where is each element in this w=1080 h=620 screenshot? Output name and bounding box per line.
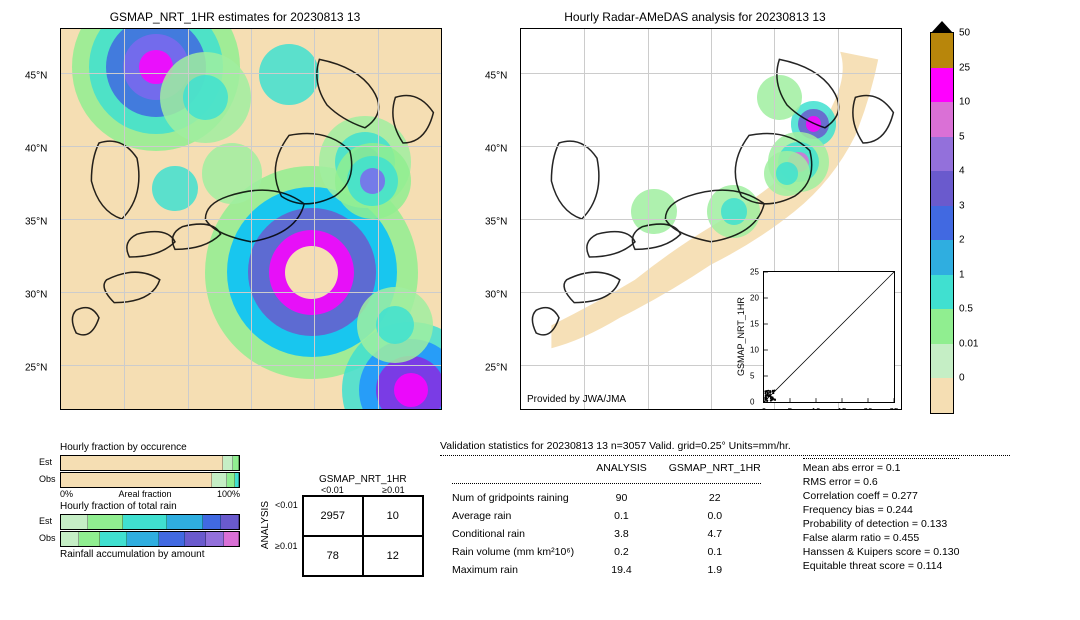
metric-row: Frequency bias = 0.244: [803, 503, 960, 517]
right-map-title: Hourly Radar-AMeDAS analysis for 2023081…: [470, 10, 920, 24]
cont-row0: <0.01: [275, 500, 298, 510]
totalrain-title: Hourly fraction of total rain: [60, 501, 240, 512]
left-map-title: GSMAP_NRT_1HR estimates for 20230813 13: [10, 10, 460, 24]
colorbar-label: 10: [959, 97, 970, 108]
fraction-bar: Obs: [60, 472, 240, 488]
metric-row: RMS error = 0.6: [803, 475, 960, 489]
stats-table: ANALYSISGSMAP_NRT_1HR Num of gridpoints …: [440, 458, 773, 580]
left-map-panel: GSMAP_NRT_1HR estimates for 20230813 13 …: [10, 10, 460, 430]
colorbar-label: 1: [959, 269, 965, 280]
colorbar-label: 25: [959, 62, 970, 73]
lat-tick-label: 40°N: [485, 143, 507, 154]
metric-row: Equitable threat score = 0.114: [803, 559, 960, 573]
cont-row1: ≥0.01: [275, 541, 298, 551]
metric-row: Probability of detection = 0.133: [803, 517, 960, 531]
totalrain-footer: Rainfall accumulation by amount: [60, 549, 240, 560]
cont-col0: <0.01: [321, 485, 344, 495]
right-map-panel: Hourly Radar-AMeDAS analysis for 2023081…: [470, 10, 920, 430]
colorbar-label: 5: [959, 131, 965, 142]
contingency-panel: ANALYSIS <0.01 ≥0.01 GSMAP_NRT_1HR <0.01…: [260, 440, 420, 610]
lat-tick-label: 45°N: [25, 70, 47, 81]
occ-xmin: 0%: [60, 489, 73, 499]
cont-00: 2957: [303, 496, 363, 536]
cont-10: 78: [303, 536, 363, 576]
attribution: Provided by JWA/JMA: [527, 394, 626, 405]
cont-11: 12: [363, 536, 423, 576]
metrics-list: Mean abs error = 0.1RMS error = 0.6Corre…: [803, 458, 960, 580]
inset-scatter: 00551010151520202525 ANALYSIS GSMAP_NRT_…: [763, 271, 895, 403]
cont-row-header: ANALYSIS: [260, 501, 271, 549]
fraction-bar: Est: [60, 514, 240, 530]
metric-row: False alarm ratio = 0.455: [803, 531, 960, 545]
colorbar: 502510543210.50.010: [930, 32, 954, 414]
bottom-row: Hourly fraction by occurence EstObs 0% A…: [10, 440, 1010, 610]
stats-section: Validation statistics for 20230813 13 n=…: [440, 440, 1010, 610]
left-map-frame: 125°E130°E135°E140°E145°E: [60, 28, 442, 410]
colorbar-label: 0.5: [959, 304, 973, 315]
colorbar-label: 0: [959, 373, 965, 384]
lat-tick-label: 30°N: [485, 290, 507, 301]
lat-tick-label: 25°N: [485, 363, 507, 374]
colorbar-panel: 50 25 10 5 4 3 2 1 0.5 0.01 0: [930, 10, 1010, 430]
occ-xmax: 100%: [217, 489, 240, 499]
colorbar-arrow-icon: [931, 21, 953, 33]
cont-01: 10: [363, 496, 423, 536]
stats-title: Validation statistics for 20230813 13 n=…: [440, 440, 1010, 452]
colorbar-label: 2: [959, 235, 965, 246]
lat-tick-label: 30°N: [25, 290, 47, 301]
lat-tick-label: 45°N: [485, 70, 507, 81]
fraction-bar: Obs: [60, 531, 240, 547]
colorbar-label: 4: [959, 166, 965, 177]
contingency-grid: 2957 10 78 12: [302, 495, 424, 577]
occurrence-title: Hourly fraction by occurence: [60, 442, 240, 453]
occ-xlabel: Areal fraction: [118, 489, 171, 499]
colorbar-label: 0.01: [959, 338, 978, 349]
lat-tick-label: 25°N: [25, 363, 47, 374]
colorbar-label: 3: [959, 200, 965, 211]
metric-row: Hanssen & Kuipers score = 0.130: [803, 545, 960, 559]
fraction-bar: Est: [60, 455, 240, 471]
lat-tick-label: 35°N: [485, 217, 507, 228]
metric-row: Correlation coeff = 0.277: [803, 489, 960, 503]
lat-tick-label: 40°N: [25, 143, 47, 154]
metric-row: Mean abs error = 0.1: [803, 461, 960, 475]
right-map-frame: 125°E130°E135°E140°E145°EProvided by JWA…: [520, 28, 902, 410]
cont-col1: ≥0.01: [382, 485, 404, 495]
colorbar-label: 50: [959, 28, 970, 39]
cont-col-header: GSMAP_NRT_1HR: [302, 474, 424, 485]
bars-section: Hourly fraction by occurence EstObs 0% A…: [60, 440, 240, 610]
lat-tick-label: 35°N: [25, 217, 47, 228]
